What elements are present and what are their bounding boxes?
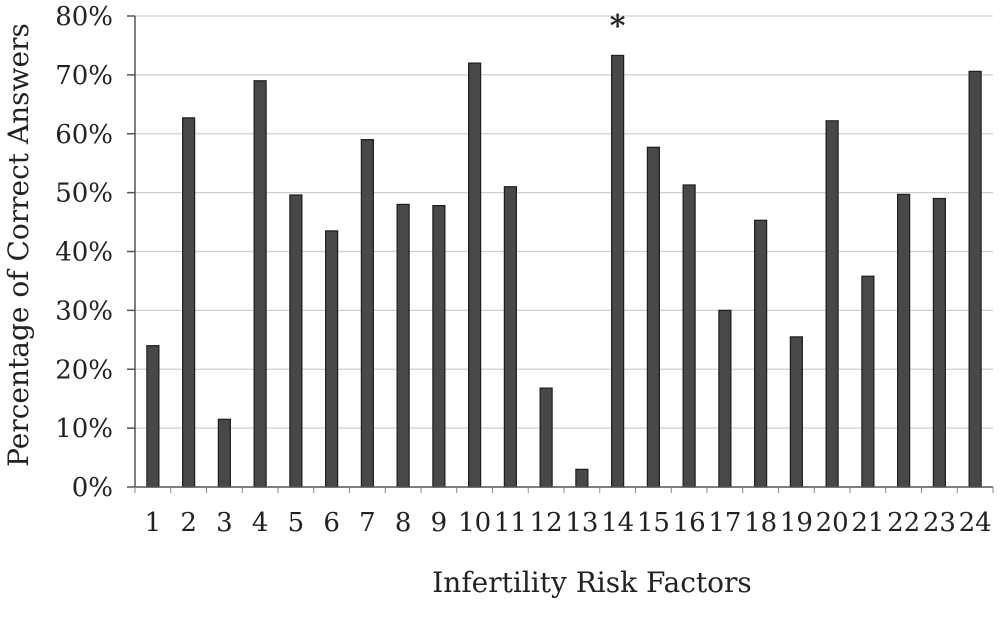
y-tick-label: 30%: [55, 296, 113, 326]
x-tick-label: 11: [494, 508, 527, 538]
y-tick-label: 0%: [72, 473, 113, 503]
x-tick-label: 13: [565, 508, 598, 538]
x-tick-label: 23: [923, 508, 956, 538]
bar-19: [789, 336, 803, 488]
y-tick-label: 80%: [55, 2, 113, 32]
y-axis-label: Percentage of Correct Answers: [2, 23, 35, 467]
bar-8: [396, 203, 410, 488]
x-tick-label: 14: [601, 508, 634, 538]
x-tick-label: 6: [323, 508, 340, 538]
bar-5: [289, 194, 303, 488]
x-tick-label: 3: [216, 508, 233, 538]
annotations: *: [610, 9, 626, 44]
bar-12: [539, 387, 553, 488]
bar-1: [146, 345, 160, 488]
grid-lines: [135, 15, 993, 429]
bar-10: [468, 62, 482, 488]
x-tick-label: 22: [887, 508, 920, 538]
bar-13: [575, 468, 589, 488]
x-tick-label: 2: [180, 508, 197, 538]
x-tick-label: 21: [851, 508, 884, 538]
x-tick-label: 17: [708, 508, 741, 538]
x-tick-label: 9: [431, 508, 448, 538]
bar-6: [325, 230, 339, 488]
bar-24: [968, 70, 982, 488]
bar-18: [754, 219, 768, 488]
y-tick-label: 10%: [55, 414, 113, 444]
x-tick-label: 19: [780, 508, 813, 538]
y-tick-label: 70%: [55, 61, 113, 91]
bar-22: [897, 193, 911, 488]
x-tick-label: 15: [637, 508, 670, 538]
y-tick-label: 40%: [55, 238, 113, 268]
y-tick-label: 60%: [55, 120, 113, 150]
x-tick-label: 20: [816, 508, 849, 538]
bar-4: [253, 80, 267, 488]
significance-asterisk: *: [610, 9, 626, 44]
bar-21: [861, 275, 875, 488]
x-tick-label: 1: [145, 508, 162, 538]
x-tick-label: 5: [288, 508, 305, 538]
bar-14: [611, 54, 625, 488]
bar-7: [360, 139, 374, 488]
x-tick-label: 24: [959, 508, 992, 538]
bar-23: [932, 197, 946, 488]
x-axis-label: Infertility Risk Factors: [432, 566, 752, 599]
x-tick-label: 4: [252, 508, 269, 538]
x-tick-label: 12: [530, 508, 563, 538]
bar-9: [432, 204, 446, 488]
bar-series: [146, 54, 982, 488]
bar-20: [825, 120, 839, 488]
x-tick-label: 10: [458, 508, 491, 538]
x-tick-labels: 1 2 3 4 5 6 7 8 9 10 11 12 13 14 15 16 17 18 19 20 21 22 23 24: [134, 487, 994, 538]
bar-11: [503, 186, 517, 488]
bar-2: [182, 117, 196, 488]
x-tick-label: 18: [744, 508, 777, 538]
bar-17: [718, 309, 732, 488]
x-tick-label: 7: [359, 508, 376, 538]
x-tick-label: 16: [673, 508, 706, 538]
bar-3: [217, 418, 231, 488]
y-tick-label: 50%: [55, 179, 113, 209]
bar-15: [646, 146, 660, 488]
bar-16: [682, 184, 696, 488]
y-tick-labels: 0% 10% 20% 30% 40% 50% 60% 70% 80%: [55, 2, 135, 503]
y-tick-label: 20%: [55, 355, 113, 385]
x-tick-label: 8: [395, 508, 412, 538]
